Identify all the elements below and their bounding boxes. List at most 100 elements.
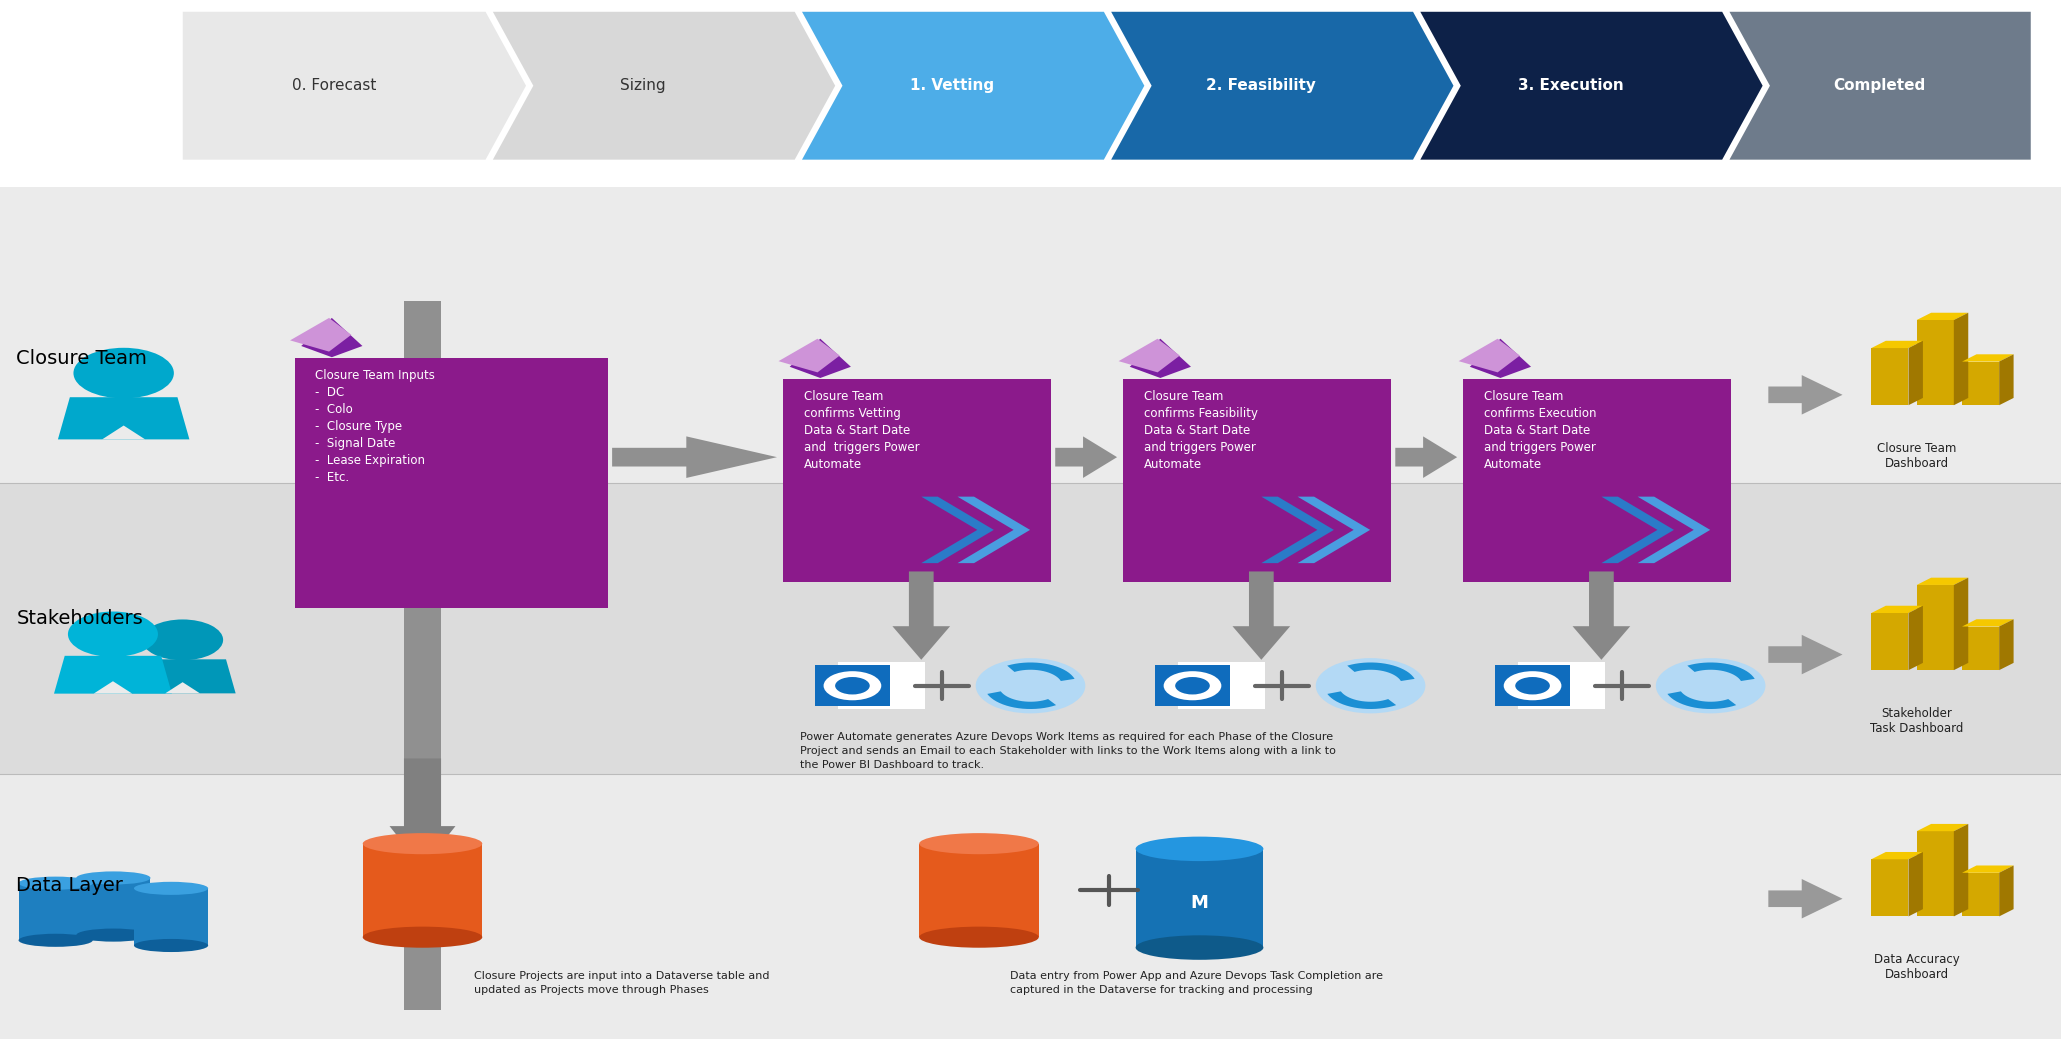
Polygon shape xyxy=(1917,824,1968,831)
Polygon shape xyxy=(291,318,350,351)
Bar xyxy=(1871,613,1908,670)
Polygon shape xyxy=(1727,10,2032,161)
Polygon shape xyxy=(779,339,839,372)
Bar xyxy=(19,883,93,940)
Bar xyxy=(295,358,608,608)
Text: Stakeholder
Task Dashboard: Stakeholder Task Dashboard xyxy=(1869,707,1964,735)
Polygon shape xyxy=(1768,375,1843,415)
Bar xyxy=(404,301,441,1010)
Text: Power Automate generates Azure Devops Work Items as required for each Phase of t: Power Automate generates Azure Devops Wo… xyxy=(800,732,1336,771)
Text: Data Layer: Data Layer xyxy=(16,876,124,895)
Polygon shape xyxy=(1908,852,1923,916)
Polygon shape xyxy=(181,10,528,161)
FancyBboxPatch shape xyxy=(1519,663,1606,709)
Text: Closure Team
confirms Feasibility
Data & Start Date
and triggers Power
Automate: Closure Team confirms Feasibility Data &… xyxy=(1144,390,1257,471)
Text: Data Accuracy
Dashboard: Data Accuracy Dashboard xyxy=(1873,953,1960,981)
Polygon shape xyxy=(1768,635,1843,674)
Ellipse shape xyxy=(76,872,150,884)
Text: 2. Feasibility: 2. Feasibility xyxy=(1206,78,1317,94)
Polygon shape xyxy=(1395,436,1457,478)
Polygon shape xyxy=(1954,313,1968,405)
Ellipse shape xyxy=(134,939,208,952)
Polygon shape xyxy=(1962,865,2014,873)
Polygon shape xyxy=(800,10,1146,161)
Polygon shape xyxy=(1962,354,2014,362)
Bar xyxy=(1871,348,1908,405)
Bar xyxy=(919,844,1039,937)
Polygon shape xyxy=(958,497,1030,563)
Polygon shape xyxy=(1601,497,1674,563)
Polygon shape xyxy=(1418,10,1764,161)
Text: Closure Team
confirms Execution
Data & Start Date
and triggers Power
Automate: Closure Team confirms Execution Data & S… xyxy=(1484,390,1597,471)
Bar xyxy=(1136,849,1263,948)
Circle shape xyxy=(824,671,882,700)
Ellipse shape xyxy=(919,833,1039,854)
Bar xyxy=(1871,859,1908,916)
Circle shape xyxy=(74,348,173,398)
Text: 0. Forecast: 0. Forecast xyxy=(293,78,375,94)
Bar xyxy=(1917,831,1954,916)
Bar xyxy=(0,0,2061,187)
Polygon shape xyxy=(1688,663,1754,681)
Polygon shape xyxy=(1871,606,1923,613)
Polygon shape xyxy=(1459,339,1519,372)
Polygon shape xyxy=(1999,354,2014,405)
Polygon shape xyxy=(612,436,777,478)
Polygon shape xyxy=(1768,879,1843,918)
Circle shape xyxy=(975,658,1086,714)
Text: Closure Projects are input into a Dataverse table and
updated as Projects move t: Closure Projects are input into a Datave… xyxy=(474,971,769,995)
Text: Stakeholders: Stakeholders xyxy=(16,609,142,628)
Circle shape xyxy=(1655,658,1766,714)
Polygon shape xyxy=(165,683,200,693)
Polygon shape xyxy=(103,426,144,439)
Bar xyxy=(0,483,2061,774)
Polygon shape xyxy=(1871,341,1923,348)
Polygon shape xyxy=(987,691,1055,709)
Bar xyxy=(783,379,1051,582)
Polygon shape xyxy=(1962,619,2014,627)
FancyBboxPatch shape xyxy=(1494,665,1570,707)
Ellipse shape xyxy=(1136,935,1263,960)
Polygon shape xyxy=(1999,865,2014,916)
Polygon shape xyxy=(1667,691,1735,709)
Circle shape xyxy=(1515,677,1550,694)
Circle shape xyxy=(68,612,159,657)
Polygon shape xyxy=(789,339,851,378)
Circle shape xyxy=(1175,677,1210,694)
Polygon shape xyxy=(1348,663,1414,681)
Polygon shape xyxy=(1954,578,1968,670)
Ellipse shape xyxy=(76,929,150,941)
FancyBboxPatch shape xyxy=(1179,663,1265,709)
Ellipse shape xyxy=(1136,836,1263,861)
Polygon shape xyxy=(1232,571,1290,660)
Polygon shape xyxy=(1008,663,1074,681)
Text: Closure Team Inputs
-  DC
-  Colo
-  Closure Type
-  Signal Date
-  Lease Expira: Closure Team Inputs - DC - Colo - Closur… xyxy=(315,369,435,484)
Bar xyxy=(0,774,2061,1039)
Text: Sizing: Sizing xyxy=(620,78,666,94)
Polygon shape xyxy=(1129,339,1191,378)
Circle shape xyxy=(1315,658,1426,714)
Polygon shape xyxy=(58,397,190,439)
Polygon shape xyxy=(1119,339,1179,372)
Polygon shape xyxy=(1908,341,1923,405)
Polygon shape xyxy=(1573,571,1630,660)
Polygon shape xyxy=(1954,824,1968,916)
Polygon shape xyxy=(93,682,132,694)
Ellipse shape xyxy=(19,877,93,889)
Text: Data entry from Power App and Azure Devops Task Completion are
captured in the D: Data entry from Power App and Azure Devo… xyxy=(1010,971,1383,995)
Polygon shape xyxy=(1917,578,1968,585)
Polygon shape xyxy=(921,497,993,563)
Polygon shape xyxy=(1055,436,1117,478)
Bar xyxy=(1962,873,1999,916)
Text: Closure Team
confirms Vetting
Data & Start Date
and  triggers Power
Automate: Closure Team confirms Vetting Data & Sta… xyxy=(804,390,919,471)
Polygon shape xyxy=(1917,313,1968,320)
Polygon shape xyxy=(491,10,837,161)
Ellipse shape xyxy=(919,927,1039,948)
Bar xyxy=(134,888,208,945)
Text: 1. Vetting: 1. Vetting xyxy=(911,78,993,94)
Polygon shape xyxy=(390,758,455,868)
Bar xyxy=(1463,379,1731,582)
Polygon shape xyxy=(1999,619,2014,670)
Ellipse shape xyxy=(363,927,482,948)
Text: 3. Execution: 3. Execution xyxy=(1517,78,1624,94)
